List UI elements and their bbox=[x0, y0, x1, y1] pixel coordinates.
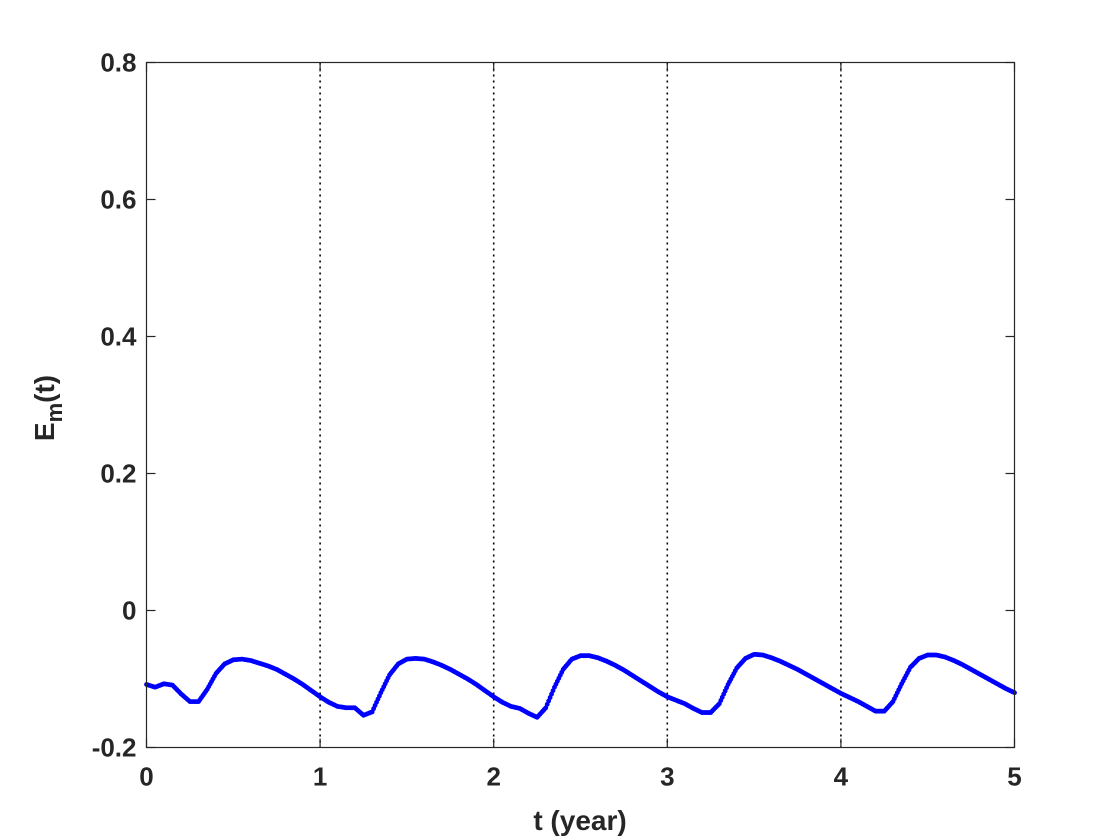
y-axis-ticks: -0.2 0 0.2 0.4 0.6 0.8 bbox=[92, 48, 1015, 763]
y-axis-label-subscript: m bbox=[42, 403, 67, 423]
x-tick-label: 4 bbox=[834, 762, 849, 792]
x-tick-label: 5 bbox=[1007, 762, 1021, 792]
y-tick-label: 0.6 bbox=[100, 185, 136, 215]
data-series bbox=[144, 651, 1017, 720]
y-tick-label: 0.2 bbox=[100, 459, 136, 489]
x-tick-label: 0 bbox=[139, 762, 153, 792]
x-axis-ticks: 0 1 2 3 4 5 bbox=[139, 62, 1022, 792]
plot-frame bbox=[145, 61, 1016, 749]
y-tick-label: 0 bbox=[122, 596, 136, 626]
reference-lines bbox=[319, 62, 842, 748]
y-tick-label: -0.2 bbox=[92, 733, 137, 763]
x-axis-label: t (year) bbox=[533, 805, 626, 836]
y-axis-label-base: E bbox=[29, 422, 60, 441]
y-axis-label-suffix: (t) bbox=[29, 375, 60, 403]
x-tick-label: 3 bbox=[660, 762, 674, 792]
y-axis-label: Em(t) bbox=[29, 375, 67, 441]
x-tick-label: 1 bbox=[313, 762, 327, 792]
y-tick-label: 0.8 bbox=[100, 48, 136, 78]
series-1 bbox=[144, 651, 1017, 720]
y-tick-label: 0.4 bbox=[100, 322, 137, 352]
x-tick-label: 2 bbox=[486, 762, 500, 792]
plot-area bbox=[146, 62, 1015, 748]
